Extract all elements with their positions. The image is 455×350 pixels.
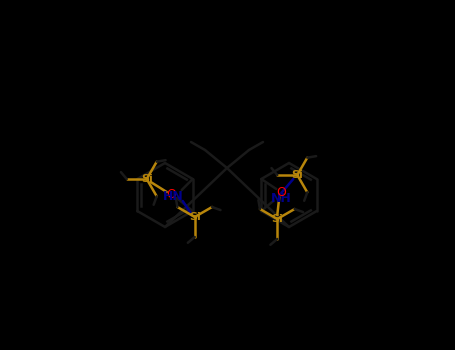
Text: Si: Si xyxy=(141,174,152,184)
Text: Si: Si xyxy=(272,214,283,224)
Text: O: O xyxy=(276,187,286,199)
Text: NH: NH xyxy=(271,193,292,205)
Text: Si: Si xyxy=(291,170,303,180)
Text: O: O xyxy=(166,189,176,202)
Text: HN: HN xyxy=(163,190,184,203)
Text: Si: Si xyxy=(189,212,201,222)
